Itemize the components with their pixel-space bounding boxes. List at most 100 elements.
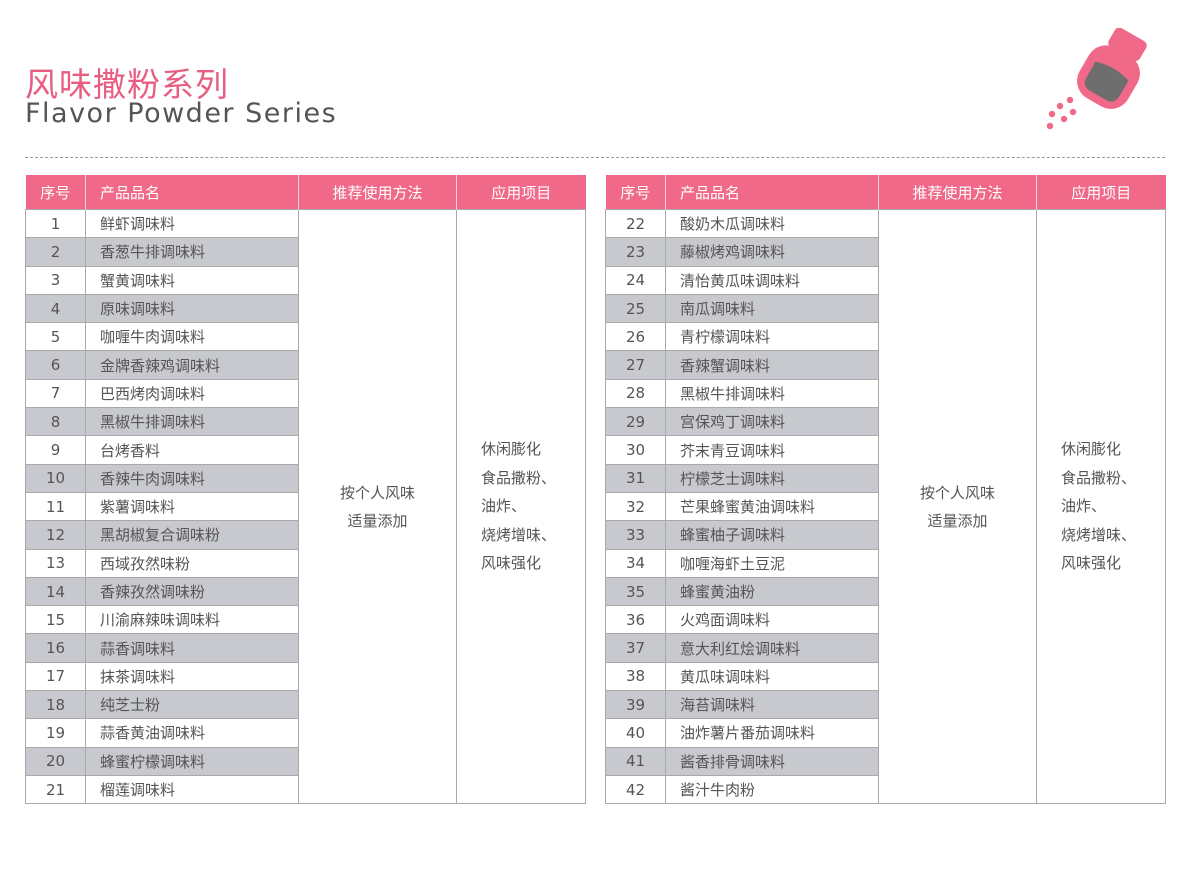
col-header-no: 序号 [605, 175, 666, 210]
table-row: 14 香辣孜然调味粉 [25, 576, 586, 607]
product-name: 黄瓜味调味料 [665, 661, 879, 692]
product-number: 1 [25, 208, 86, 239]
product-name: 蒜香黄油调味料 [85, 718, 299, 748]
col-header-method: 推荐使用方法 [298, 175, 457, 210]
product-name: 原味调味料 [85, 293, 299, 324]
product-number: 34 [605, 548, 666, 578]
product-number: 21 [25, 774, 86, 805]
product-name: 黑椒牛排调味料 [85, 407, 299, 437]
product-number: 42 [605, 774, 666, 805]
table-row: 13 西域孜然味粉 [25, 548, 586, 578]
product-number: 6 [25, 350, 86, 380]
application-items: 休闲膨化食品撒粉、油炸、烧烤增味、风味强化 [456, 208, 586, 805]
table-row: 3 蟹黄调味料 [25, 265, 586, 295]
table-row: 24 清怡黄瓜味调味料 [605, 265, 1166, 295]
product-number: 20 [25, 746, 86, 776]
product-number: 17 [25, 661, 86, 692]
product-number: 37 [605, 633, 666, 663]
product-name: 纯芝士粉 [85, 690, 299, 720]
product-name: 咖喱牛肉调味料 [85, 322, 299, 352]
product-name: 黑胡椒复合调味粉 [85, 520, 299, 550]
table-row: 15 川渝麻辣味调味料 [25, 605, 586, 635]
product-number: 8 [25, 407, 86, 437]
table-row: 1 鲜虾调味料 按个人风味 适量添加 休闲膨化 食品撒粉、 油炸、 烧烤增味、 风味强化 [25, 208, 586, 805]
table-row: 17 抹茶调味料 [25, 661, 586, 692]
product-name: 酸奶木瓜调味料 [665, 208, 879, 239]
table-row: 36 火鸡面调味料 [605, 605, 1166, 635]
product-number: 13 [25, 548, 86, 578]
table-row: 34 咖喱海虾土豆泥 [605, 548, 1166, 578]
product-number: 4 [25, 293, 86, 324]
product-name: 西域孜然味粉 [85, 548, 299, 578]
application-line: 风味强化 [481, 554, 542, 573]
page-title: 风味撒粉系列 [25, 65, 229, 104]
product-number: 30 [605, 435, 666, 465]
table-row: 6 金牌香辣鸡调味料 [25, 350, 586, 380]
table-row: 37 意大利红烩调味料 [605, 633, 1166, 663]
product-number: 19 [25, 718, 86, 748]
table-row: 11 紫薯调味料 [25, 491, 586, 522]
product-name: 抹茶调味料 [85, 661, 299, 692]
table-row: 32 芒果蜂蜜黄油调味料 [605, 491, 1166, 522]
product-number: 15 [25, 605, 86, 635]
table-row: 2 香葱牛排调味料 [25, 237, 586, 267]
product-number: 28 [605, 378, 666, 409]
product-name: 南瓜调味料 [665, 293, 879, 324]
product-number: 24 [605, 265, 666, 295]
product-name: 海苔调味料 [665, 690, 879, 720]
application-line: 休闲膨化 [1061, 440, 1122, 459]
product-name: 酱汁牛肉粉 [665, 774, 879, 805]
product-name: 金牌香辣鸡调味料 [85, 350, 299, 380]
table-row: 27 香辣蟹调味料 [605, 350, 1166, 380]
product-name: 咖喱海虾土豆泥 [665, 548, 879, 578]
product-number: 26 [605, 322, 666, 352]
header-divider [25, 157, 1165, 158]
table-row: 16 蒜香调味料 [25, 633, 586, 663]
col-header-application: 应用项目 [1036, 175, 1166, 210]
product-name: 柠檬芝士调味料 [665, 463, 879, 493]
product-name: 宫保鸡丁调味料 [665, 407, 879, 437]
application-line: 油炸、 [481, 497, 527, 516]
table-row: 29 宫保鸡丁调味料 [605, 407, 1166, 437]
product-number: 39 [605, 690, 666, 720]
table-row: 31 柠檬芝士调味料 [605, 463, 1166, 493]
product-name: 火鸡面调味料 [665, 605, 879, 635]
product-number: 36 [605, 605, 666, 635]
table-row: 33 蜂蜜柚子调味料 [605, 520, 1166, 550]
table-row: 38 黄瓜味调味料 [605, 661, 1166, 692]
table-row: 21 榴莲调味料 [25, 774, 586, 805]
product-name: 蜂蜜黄油粉 [665, 576, 879, 607]
product-number: 40 [605, 718, 666, 748]
table-row: 20 蜂蜜柠檬调味料 [25, 746, 586, 776]
product-name: 香辣牛肉调味料 [85, 463, 299, 493]
table-row: 4 原味调味料 [25, 293, 586, 324]
product-name: 芥末青豆调味料 [665, 435, 879, 465]
col-header-method: 推荐使用方法 [878, 175, 1037, 210]
product-name: 黑椒牛排调味料 [665, 378, 879, 409]
col-header-no: 序号 [25, 175, 86, 210]
application-line: 烧烤增味、 [481, 525, 557, 544]
product-table-right: 序号 产品品名 推荐使用方法 应用项目 22 酸奶木瓜调味料 按个人风味 适量添加 休闲… [605, 175, 1166, 805]
table-row: 41 酱香排骨调味料 [605, 746, 1166, 776]
usage-method-line: 适量添加 [927, 511, 988, 530]
table-row: 25 南瓜调味料 [605, 293, 1166, 324]
application-line: 食品撒粉、 [481, 468, 557, 487]
product-number: 7 [25, 378, 86, 409]
table-row: 40 油炸薯片番茄调味料 [605, 718, 1166, 748]
usage-method-line: 按个人风味 [919, 483, 995, 502]
col-header-application: 应用项目 [456, 175, 586, 210]
product-name: 鲜虾调味料 [85, 208, 299, 239]
product-number: 11 [25, 491, 86, 522]
application-line: 休闲膨化 [481, 440, 542, 459]
table-row: 30 芥末青豆调味料 [605, 435, 1166, 465]
table-row: 10 香辣牛肉调味料 [25, 463, 586, 493]
table-row: 23 藤椒烤鸡调味料 [605, 237, 1166, 267]
product-name: 香辣蟹调味料 [665, 350, 879, 380]
table-row: 7 巴西烤肉调味料 [25, 378, 586, 409]
table-row: 28 黑椒牛排调味料 [605, 378, 1166, 409]
product-name: 清怡黄瓜味调味料 [665, 265, 879, 295]
product-number: 31 [605, 463, 666, 493]
product-number: 12 [25, 520, 86, 550]
table-row: 35 蜂蜜黄油粉 [605, 576, 1166, 607]
product-number: 25 [605, 293, 666, 324]
